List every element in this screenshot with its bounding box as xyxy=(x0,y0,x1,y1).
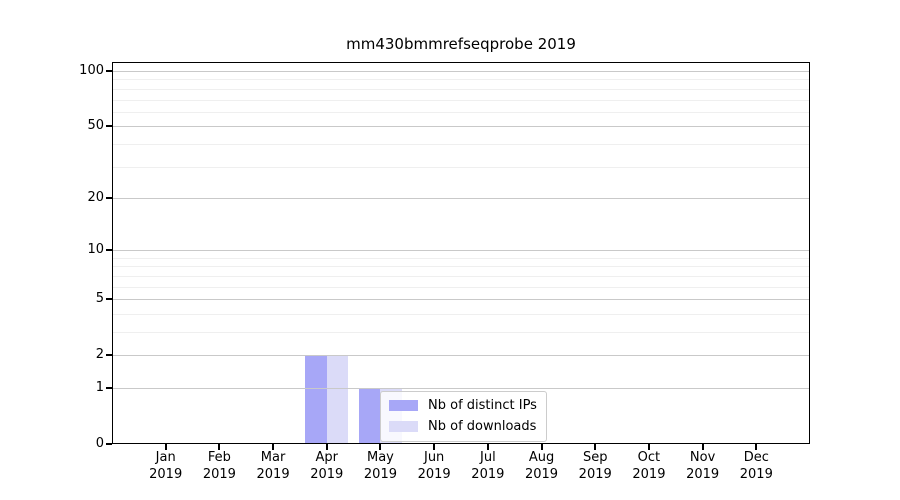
x-tick-year: 2019 xyxy=(632,466,666,482)
x-tick-month: Mar xyxy=(260,450,286,465)
x-tick-month: May xyxy=(367,450,394,465)
major-gridline xyxy=(112,126,810,128)
y-axis-tick xyxy=(106,249,112,252)
x-axis-tick-label: Sep 2019 xyxy=(565,450,625,483)
y-axis-tick-label: 20 xyxy=(87,189,104,205)
x-axis-tick-label: Oct 2019 xyxy=(619,450,679,483)
legend: Nb of distinct IPs Nb of downloads xyxy=(380,391,547,442)
major-gridline xyxy=(112,355,810,357)
y-axis-tick-label: 0 xyxy=(95,436,104,451)
x-axis-tick-label: Apr 2019 xyxy=(297,450,357,483)
x-tick-month: Aug xyxy=(528,450,555,465)
x-tick-month: Apr xyxy=(315,450,339,465)
legend-label-downloads: Nb of downloads xyxy=(428,419,537,434)
x-tick-year: 2019 xyxy=(363,466,397,482)
x-axis-tick-label: Jan 2019 xyxy=(136,450,196,483)
minor-gridline xyxy=(112,143,810,145)
y-axis-tick xyxy=(106,125,112,128)
x-axis-tick xyxy=(701,444,704,450)
x-tick-month: Feb xyxy=(207,450,231,465)
minor-gridline xyxy=(112,286,810,288)
bar-distinct-ips-apr xyxy=(305,355,327,444)
x-tick-year: 2019 xyxy=(149,466,183,482)
x-axis-tick-label: Aug 2019 xyxy=(512,450,572,483)
x-axis-tick xyxy=(272,444,275,450)
x-tick-month: Nov xyxy=(689,450,716,465)
x-tick-month: Jan xyxy=(155,450,176,465)
x-axis-tick xyxy=(486,444,489,450)
x-tick-month: Dec xyxy=(743,450,769,465)
chart-title: mm430bmmrefseqprobe 2019 xyxy=(346,35,576,53)
x-tick-year: 2019 xyxy=(739,466,773,482)
y-axis-tick-label: 5 xyxy=(95,291,104,307)
x-tick-month: Jul xyxy=(480,450,496,465)
x-tick-year: 2019 xyxy=(256,466,290,482)
y-axis-tick-label: 10 xyxy=(87,242,104,258)
x-axis-tick xyxy=(540,444,543,450)
y-axis-tick xyxy=(106,443,112,445)
minor-gridline xyxy=(112,257,810,259)
y-axis-tick xyxy=(106,196,112,199)
x-tick-month: Jun xyxy=(423,450,445,465)
legend-swatch-distinct-ips-icon xyxy=(389,400,418,411)
major-gridline xyxy=(112,71,810,73)
minor-gridline xyxy=(112,313,810,315)
y-axis-tick xyxy=(106,298,112,301)
x-axis-tick xyxy=(379,444,382,450)
y-axis-tick-label: 50 xyxy=(87,118,104,134)
legend-item-downloads: Nb of downloads xyxy=(389,419,537,434)
x-tick-year: 2019 xyxy=(686,466,720,482)
x-tick-year: 2019 xyxy=(310,466,344,482)
x-axis-tick-label: Feb 2019 xyxy=(189,450,249,483)
x-axis-tick xyxy=(433,444,436,450)
x-axis-tick-label: Mar 2019 xyxy=(243,450,303,483)
major-gridline xyxy=(112,299,810,301)
y-axis-tick xyxy=(106,354,112,357)
x-tick-year: 2019 xyxy=(417,466,451,482)
x-tick-month: Sep xyxy=(582,450,608,465)
x-axis-tick-label: Dec 2019 xyxy=(726,450,786,483)
x-tick-year: 2019 xyxy=(202,466,236,482)
legend-label-distinct-ips: Nb of distinct IPs xyxy=(428,398,537,413)
minor-gridline xyxy=(112,266,810,268)
legend-swatch-downloads-icon xyxy=(389,421,418,432)
minor-gridline xyxy=(112,88,810,90)
x-axis-tick xyxy=(755,444,758,450)
x-axis-tick-label: Jul 2019 xyxy=(458,450,518,483)
x-axis-tick xyxy=(594,444,597,450)
bar-downloads-apr xyxy=(326,355,349,444)
minor-gridline xyxy=(112,111,810,113)
x-tick-year: 2019 xyxy=(578,466,612,482)
bar-distinct-ips-may xyxy=(358,387,381,444)
minor-gridline xyxy=(112,166,810,168)
x-axis-tick-label: Jun 2019 xyxy=(404,450,464,483)
x-axis-tick-label: May 2019 xyxy=(350,450,410,483)
x-axis-tick xyxy=(647,444,650,450)
major-gridline xyxy=(112,250,810,252)
major-gridline xyxy=(112,197,810,199)
y-axis-tick xyxy=(106,386,112,389)
y-axis-tick xyxy=(106,70,112,73)
minor-gridline xyxy=(112,331,810,333)
x-tick-year: 2019 xyxy=(524,466,559,482)
minor-gridline xyxy=(112,275,810,277)
y-axis-tick-label: 2 xyxy=(95,347,104,363)
y-axis-tick-label: 1 xyxy=(95,379,104,395)
legend-item-distinct-ips: Nb of distinct IPs xyxy=(389,398,537,413)
x-tick-month: Oct xyxy=(637,450,661,465)
minor-gridline xyxy=(112,79,810,81)
x-tick-year: 2019 xyxy=(471,466,505,482)
x-axis-tick xyxy=(164,444,167,450)
x-axis-tick xyxy=(218,444,221,450)
plot-frame xyxy=(112,62,810,444)
minor-gridline xyxy=(112,99,810,101)
major-gridline xyxy=(112,387,810,389)
x-axis-tick-label: Nov 2019 xyxy=(673,450,733,483)
y-axis-tick-label: 100 xyxy=(79,63,104,79)
x-axis-tick xyxy=(325,444,328,450)
